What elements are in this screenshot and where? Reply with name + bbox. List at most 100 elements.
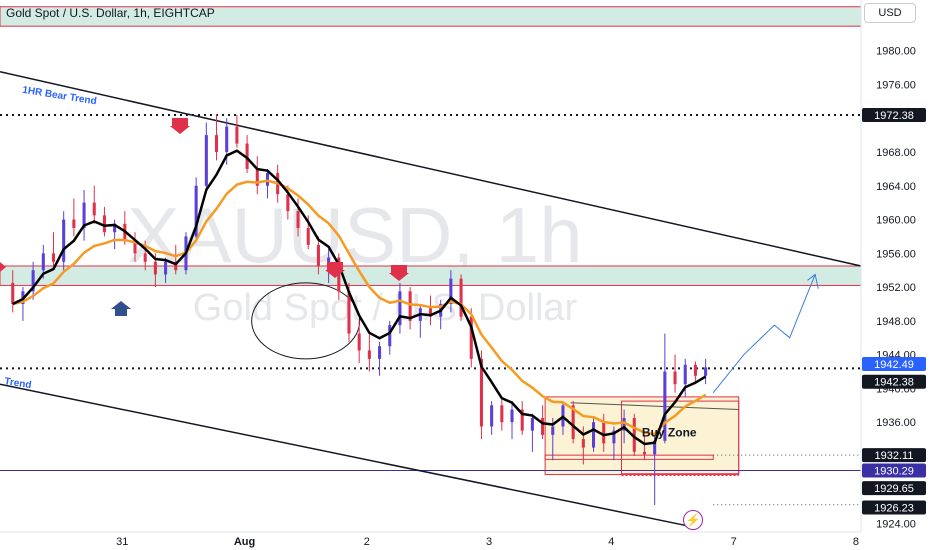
candle-body-45: [469, 316, 473, 359]
candle-body-62: [642, 451, 647, 455]
x-tick-3: 3: [486, 536, 492, 548]
candle-body-38: [398, 291, 402, 326]
candle-body-12: [133, 240, 137, 254]
x-tick-2: 2: [364, 536, 370, 548]
price-label-bg-0: [862, 108, 926, 123]
candle-body-58: [602, 422, 606, 444]
candle-body-7: [82, 202, 86, 228]
candle-body-51: [530, 418, 534, 431]
projection-path: [712, 274, 816, 393]
candle-body-63: [653, 440, 657, 455]
candle-body-4: [51, 253, 56, 262]
candle-body-14: [153, 261, 157, 275]
candle-body-43: [449, 278, 453, 304]
candle-body-37: [388, 325, 392, 347]
candle-body-52: [541, 418, 545, 435]
candle-body-49: [510, 409, 514, 423]
consolidation-circle: [251, 282, 361, 360]
price-label-4: 1930.29: [874, 465, 914, 477]
candle-body-25: [265, 173, 269, 186]
buy-zone-inner-a: [544, 454, 714, 460]
y-tick-7: 1952.00: [876, 282, 916, 294]
price-label-3: 1932.11: [875, 450, 914, 462]
candle-body-33: [347, 291, 351, 334]
candle-body-55: [571, 405, 575, 440]
y-tick-14: 1980.00: [876, 46, 916, 58]
y-tick-10: 1964.00: [876, 181, 916, 193]
x-tick-6: 8: [853, 536, 859, 548]
candle-body-10: [113, 223, 117, 233]
x-tick-4: 4: [608, 536, 614, 548]
price-label-0: 1972.38: [874, 110, 914, 122]
supply-zone-1: [0, 265, 862, 286]
annotation-trend: Trend: [4, 376, 33, 391]
price-label-bg-2: [862, 374, 926, 389]
down-arrow-3: [389, 265, 409, 281]
price-label-6: 1926.23: [874, 503, 914, 515]
currency-button[interactable]: USD: [864, 3, 916, 23]
ema-slow-line: [12, 179, 707, 436]
candle-body-24: [255, 168, 259, 186]
price-label-bg-4: [862, 463, 926, 478]
price-label-bg-1: [862, 356, 926, 371]
y-tick-3: 1936.00: [876, 417, 916, 429]
bear-trend-upper: [0, 71, 862, 267]
lightning-icon[interactable]: ⚡: [683, 510, 703, 530]
candle-body-36: [378, 346, 382, 359]
price-label-1: 1942.49: [874, 359, 914, 371]
y-tick-11: 1968.00: [876, 147, 916, 159]
candle-body-30: [316, 244, 320, 266]
candle-body-20: [214, 135, 219, 152]
annotation-buy-zone: Buy Zone: [642, 426, 697, 440]
candle-body-48: [500, 405, 504, 423]
candle-body-66: [683, 364, 687, 385]
candle-body-56: [581, 439, 585, 448]
ema-fast-line: [12, 149, 707, 446]
y-tick-6: 1948.00: [876, 316, 916, 328]
candle-body-29: [306, 228, 310, 245]
candle-body-28: [296, 211, 300, 228]
price-label-2: 1942.38: [874, 377, 914, 389]
candle-body-59: [612, 430, 616, 444]
candle-body-61: [632, 418, 636, 452]
buy-zone-inner-b: [621, 400, 740, 475]
candle-body-18: [194, 185, 198, 237]
candle-body-6: [72, 219, 76, 228]
candle-body-60: [622, 418, 626, 431]
chart-title: Gold Spot / U.S. Dollar, 1h, EIGHTCAP: [6, 6, 215, 20]
buy-zone-mid: [570, 402, 739, 411]
price-label-5: 1929.65: [874, 483, 914, 495]
candle-body-27: [286, 194, 290, 212]
projection-arrowhead: [807, 273, 819, 289]
candle-body-41: [428, 308, 433, 317]
bear-trend-lower: [0, 383, 694, 528]
x-tick-0: 31: [116, 536, 128, 548]
watermark-name: Gold Spot / U.S. Dollar: [193, 287, 578, 329]
candle-body-50: [520, 409, 524, 431]
price-label-bg-3: [862, 448, 926, 463]
candle-body-0: [11, 282, 15, 304]
candle-body-31: [327, 257, 331, 266]
y-tick-8: 1956.00: [876, 248, 916, 260]
x-tick-1: Aug: [234, 536, 255, 548]
candle-body-53: [551, 426, 555, 435]
down-arrow-1: [170, 118, 190, 134]
candle-body-13: [143, 253, 147, 262]
candle-body-16: [174, 261, 178, 271]
y-tick-9: 1960.00: [876, 215, 916, 227]
candle-body-23: [245, 143, 249, 169]
candle-body-57: [592, 422, 596, 448]
candle-body-22: [235, 126, 239, 144]
candle-body-67: [693, 364, 697, 376]
x-tick-5: 7: [731, 536, 737, 548]
candle-body-3: [41, 253, 45, 271]
candle-body-34: [357, 333, 361, 351]
candle-body-35: [367, 350, 371, 359]
candle-body-65: [673, 371, 677, 385]
y-tick-13: 1976.00: [876, 79, 916, 91]
left-arrow: [0, 262, 6, 272]
candle-body-21: [225, 126, 229, 152]
candle-body-5: [62, 219, 66, 262]
candle-body-19: [204, 135, 208, 186]
